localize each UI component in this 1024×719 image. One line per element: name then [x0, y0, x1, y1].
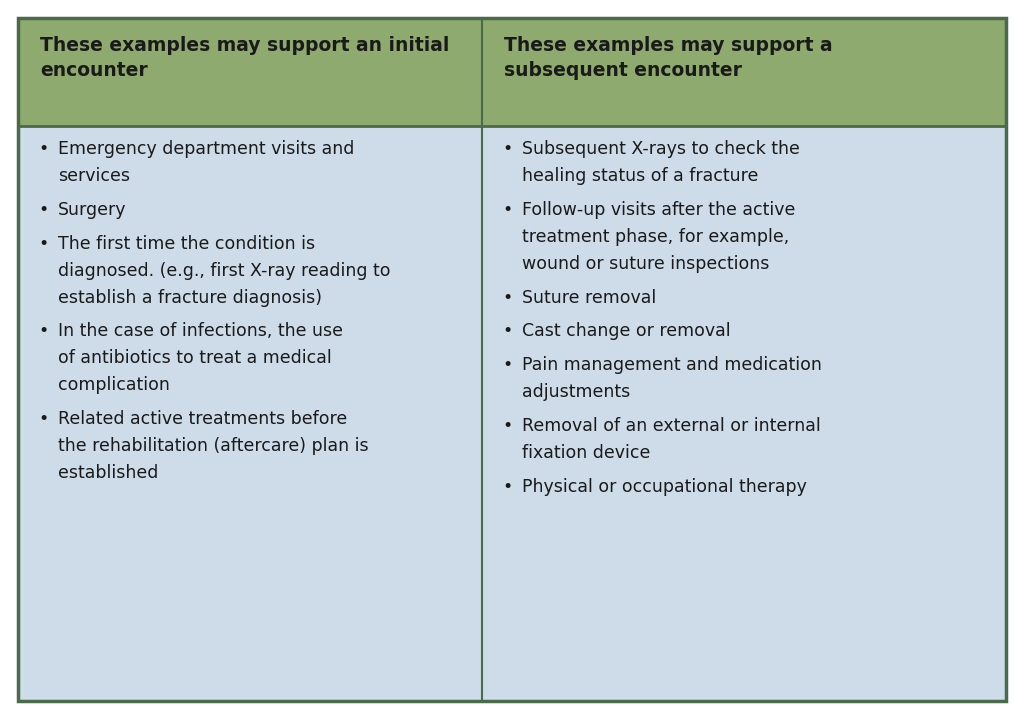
Text: In the case of infections, the use: In the case of infections, the use	[58, 322, 343, 341]
Text: Surgery: Surgery	[58, 201, 127, 219]
Text: Follow-up visits after the active: Follow-up visits after the active	[522, 201, 796, 219]
Text: establish a fracture diagnosis): establish a fracture diagnosis)	[58, 288, 322, 306]
Text: •: •	[38, 201, 48, 219]
Bar	[18, 126, 1006, 701]
Text: The first time the condition is: The first time the condition is	[58, 234, 315, 253]
Text: complication: complication	[58, 376, 170, 394]
Text: •: •	[503, 322, 513, 341]
Text: •: •	[38, 234, 48, 253]
Text: •: •	[503, 140, 513, 158]
Text: •: •	[503, 288, 513, 306]
Text: diagnosed. (e.g., first X-ray reading to: diagnosed. (e.g., first X-ray reading to	[58, 262, 390, 280]
Text: Physical or occupational therapy: Physical or occupational therapy	[522, 478, 807, 496]
Text: Removal of an external or internal: Removal of an external or internal	[522, 417, 821, 435]
Text: established: established	[58, 464, 159, 482]
Text: adjustments: adjustments	[522, 383, 631, 401]
Bar	[18, 18, 1006, 126]
Text: services: services	[58, 167, 130, 185]
Text: Suture removal: Suture removal	[522, 288, 656, 306]
Text: •: •	[38, 322, 48, 341]
Text: These examples may support an initial
encounter: These examples may support an initial en…	[40, 36, 450, 80]
Text: Cast change or removal: Cast change or removal	[522, 322, 731, 341]
Text: •: •	[503, 201, 513, 219]
Text: Subsequent X-rays to check the: Subsequent X-rays to check the	[522, 140, 800, 158]
Text: of antibiotics to treat a medical: of antibiotics to treat a medical	[58, 349, 332, 367]
Text: •: •	[503, 478, 513, 496]
Text: Related active treatments before: Related active treatments before	[58, 410, 347, 429]
Text: Emergency department visits and: Emergency department visits and	[58, 140, 354, 158]
Text: These examples may support a
subsequent encounter: These examples may support a subsequent …	[505, 36, 833, 80]
Text: •: •	[38, 410, 48, 429]
Text: •: •	[503, 417, 513, 435]
Text: fixation device: fixation device	[522, 444, 650, 462]
Text: healing status of a fracture: healing status of a fracture	[522, 167, 759, 185]
Text: Pain management and medication: Pain management and medication	[522, 357, 822, 375]
Text: •: •	[503, 357, 513, 375]
Text: the rehabilitation (aftercare) plan is: the rehabilitation (aftercare) plan is	[58, 437, 369, 455]
Text: treatment phase, for example,: treatment phase, for example,	[522, 228, 790, 246]
Text: wound or suture inspections: wound or suture inspections	[522, 255, 770, 273]
Text: •: •	[38, 140, 48, 158]
